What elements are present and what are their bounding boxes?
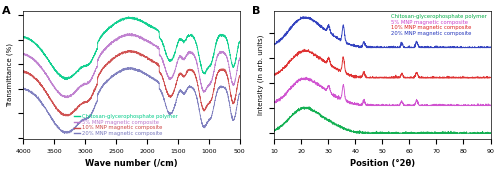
Y-axis label: Intensity (in arb. units): Intensity (in arb. units) [257,35,264,115]
X-axis label: Wave number (/cm): Wave number (/cm) [85,159,178,168]
Legend: Chitosan-glycerophosphate polymer, 5% MNP magnetic composite, 10% MNP magnetic c: Chitosan-glycerophosphate polymer, 5% MN… [74,114,178,137]
Text: B: B [252,6,261,16]
Text: A: A [2,6,10,16]
Y-axis label: Transmittance (%): Transmittance (%) [6,43,13,107]
X-axis label: Position (°2θ): Position (°2θ) [350,159,415,168]
Legend: Chitosan-glycerophosphate polymer, 5% MNP magnetic composite, 10% MNP magnetic c: Chitosan-glycerophosphate polymer, 5% MN… [391,14,488,37]
